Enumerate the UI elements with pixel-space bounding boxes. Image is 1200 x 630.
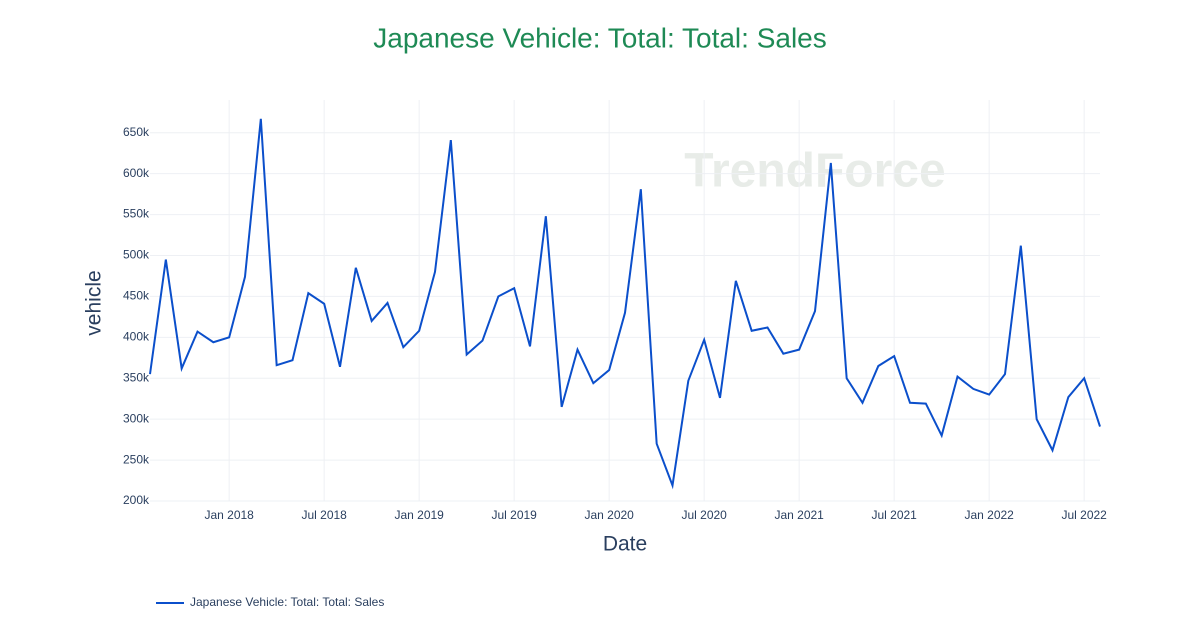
x-tick-label: Jan 2018 [204, 508, 254, 522]
y-tick-label: 300k [123, 411, 150, 425]
x-tick-label: Jul 2020 [681, 508, 727, 522]
y-tick-label: 450k [123, 289, 150, 303]
x-tick-label: Jan 2020 [584, 508, 634, 522]
y-tick-label: 200k [123, 493, 150, 507]
x-tick-label: Jul 2021 [871, 508, 917, 522]
x-tick-label: Jul 2022 [1061, 508, 1107, 522]
x-tick-label: Jan 2019 [394, 508, 444, 522]
y-tick-label: 650k [123, 125, 150, 139]
y-tick-label: 250k [123, 452, 150, 466]
watermark: TrendForce [684, 145, 945, 198]
data-line [149, 118, 1101, 490]
x-tick-label: Jul 2018 [301, 508, 347, 522]
x-tick-label: Jan 2022 [964, 508, 1014, 522]
x-tick-label: Jul 2019 [491, 508, 537, 522]
x-tick-label: Jan 2021 [774, 508, 824, 522]
legend-label: Japanese Vehicle: Total: Total: Sales [190, 595, 384, 609]
chart-title: Japanese Vehicle: Total: Total: Sales [373, 22, 827, 53]
y-tick-label: 550k [123, 207, 150, 221]
y-tick-label: 600k [123, 166, 150, 180]
x-axis-label: Date [603, 533, 647, 556]
y-axis-label: vehicle [83, 270, 106, 335]
y-tick-label: 400k [123, 329, 150, 343]
y-tick-label: 500k [123, 248, 150, 262]
y-tick-label: 350k [123, 370, 150, 384]
